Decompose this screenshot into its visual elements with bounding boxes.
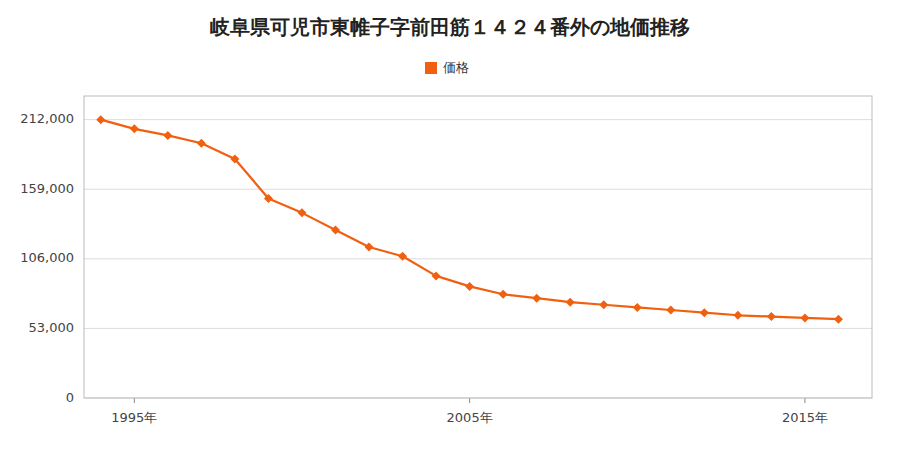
marker	[499, 290, 508, 299]
marker	[398, 252, 407, 261]
y-tick-label: 0	[66, 390, 74, 405]
marker	[432, 271, 441, 280]
x-tick-label: 2015年	[782, 410, 828, 425]
x-tick	[469, 398, 470, 403]
marker	[566, 298, 575, 307]
marker	[130, 124, 139, 133]
marker	[230, 155, 239, 164]
grid-line	[84, 258, 872, 259]
marker	[365, 243, 374, 252]
x-tick-label: 2005年	[447, 410, 493, 425]
x-tick-label: 1995年	[111, 410, 157, 425]
title: 岐阜県可児市東帷子字前田筋１４２４番外の地価推移	[210, 15, 690, 39]
marker	[599, 300, 608, 309]
marker	[733, 311, 742, 320]
y-tick-label: 106,000	[20, 250, 74, 265]
marker	[331, 225, 340, 234]
marker	[197, 139, 206, 148]
x-tick	[134, 398, 135, 403]
grid-line	[84, 189, 872, 190]
grid-line	[84, 119, 872, 120]
plot-area	[96, 115, 843, 324]
y-axis: 0 53,000 106,000 159,000 212,000	[20, 111, 872, 404]
marker	[767, 312, 776, 321]
legend-label: 価格	[443, 60, 469, 75]
marker	[633, 303, 642, 312]
grid-line	[84, 328, 872, 329]
marker	[465, 282, 474, 291]
line	[101, 120, 839, 320]
marker	[834, 315, 843, 324]
chart: 岐阜県可児市東帷子字前田筋１４２４番外の地価推移 0 53,000 106,000 15…	[0, 0, 900, 450]
marker	[297, 208, 306, 217]
marker	[264, 194, 273, 203]
x-tick	[804, 398, 805, 403]
y-tick-label: 159,000	[20, 181, 74, 196]
background	[0, 0, 900, 450]
marker	[532, 294, 541, 303]
y-tick-label: 53,000	[29, 320, 75, 335]
plot-frame	[84, 96, 872, 398]
y-tick-label: 212,000	[20, 111, 74, 126]
marker	[800, 313, 809, 322]
marker	[700, 308, 709, 317]
legend: 価格	[425, 60, 469, 75]
legend-swatch	[425, 62, 437, 74]
marker	[666, 306, 675, 315]
marker	[163, 131, 172, 140]
marker	[96, 115, 105, 124]
x-axis: 1995年 2005年 2015年	[111, 398, 828, 425]
